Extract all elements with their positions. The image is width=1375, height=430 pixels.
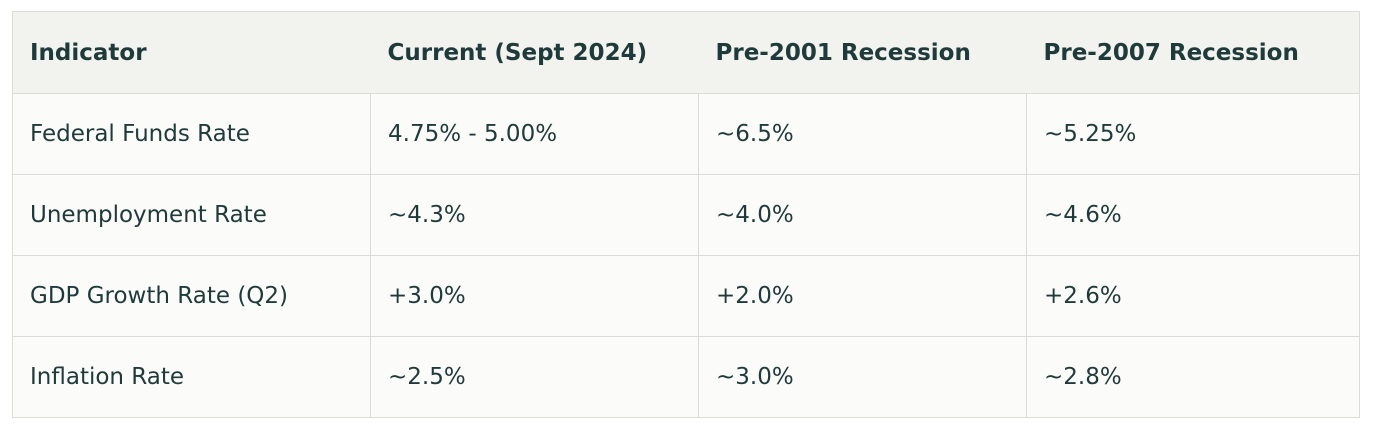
table-row: Inflation Rate ~2.5% ~3.0% ~2.8% <box>12 336 1360 418</box>
table-cell: ~6.5% <box>698 93 1027 175</box>
header-cell: Indicator <box>12 11 371 94</box>
data-table: Indicator Current (Sept 2024) Pre-2001 Rec… <box>12 11 1360 418</box>
row-label: Unemployment Rate <box>12 174 371 256</box>
table-container: Indicator Current (Sept 2024) Pre-2001 Rec… <box>12 11 1360 418</box>
row-label: Federal Funds Rate <box>12 93 371 175</box>
table-cell: ~4.0% <box>698 174 1027 256</box>
table-cell: +2.6% <box>1026 255 1360 337</box>
table-cell: ~4.3% <box>370 174 699 256</box>
header-cell: Pre-2007 Recession <box>1026 11 1360 94</box>
table-cell: ~2.5% <box>370 336 699 418</box>
row-label: Inflation Rate <box>12 336 371 418</box>
table-row: Unemployment Rate ~4.3% ~4.0% ~4.6% <box>12 174 1360 256</box>
table-cell: ~4.6% <box>1026 174 1360 256</box>
table-cell: ~2.8% <box>1026 336 1360 418</box>
header-row: Indicator Current (Sept 2024) Pre-2001 Rec… <box>12 11 1360 94</box>
table-cell: ~3.0% <box>698 336 1027 418</box>
table-cell: ~5.25% <box>1026 93 1360 175</box>
row-label: GDP Growth Rate (Q2) <box>12 255 371 337</box>
table-row: Federal Funds Rate 4.75% - 5.00% ~6.5% ~5.2… <box>12 93 1360 175</box>
table-body: Federal Funds Rate 4.75% - 5.00% ~6.5% ~5.2… <box>12 93 1360 418</box>
header-cell: Pre-2001 Recession <box>698 11 1027 94</box>
table-cell: +2.0% <box>698 255 1027 337</box>
header-cell: Current (Sept 2024) <box>370 11 699 94</box>
table-row: GDP Growth Rate (Q2) +3.0% +2.0% +2.6% <box>12 255 1360 337</box>
table-cell: +3.0% <box>370 255 699 337</box>
table-cell: 4.75% - 5.00% <box>370 93 699 175</box>
